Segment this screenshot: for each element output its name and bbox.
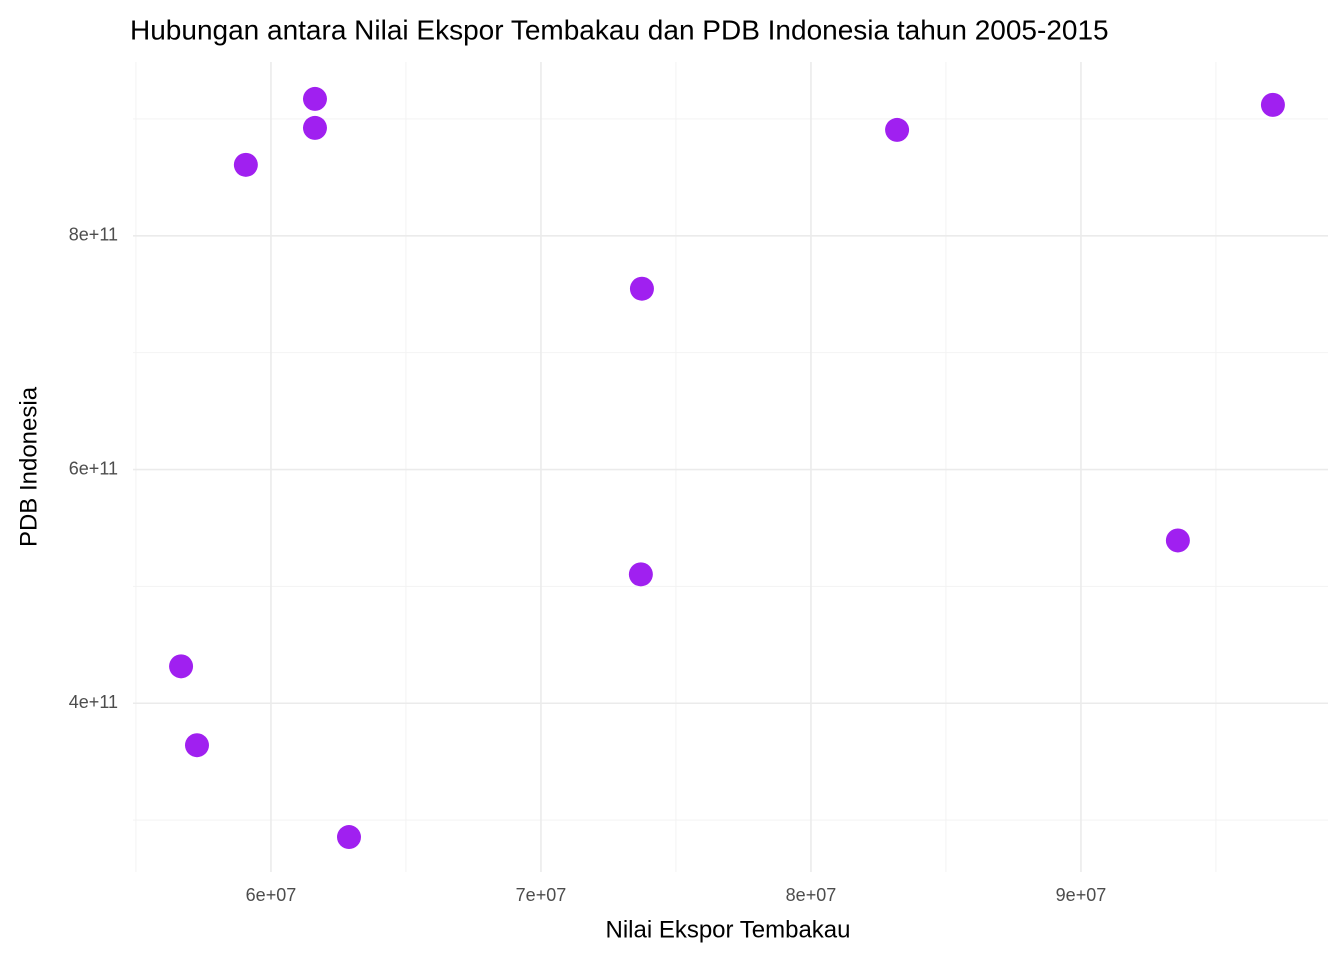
x-tick-label: 7e+07 [516,885,567,905]
y-tick-label: 6e+11 [69,458,118,478]
point [302,86,327,111]
point [169,654,194,679]
y-tick-label: 8e+11 [69,225,118,245]
x-tick-label: 9e+07 [1056,885,1107,905]
x-axis-title: Nilai Ekspor Tembakau [605,916,850,943]
point [628,562,653,587]
point [336,825,361,850]
x-tick-label: 8e+07 [786,885,837,905]
point [233,152,258,177]
x-tick-label: 6e+07 [246,885,297,905]
point [184,733,209,758]
point [629,276,654,301]
point [302,115,327,140]
chart-title: Hubungan antara Nilai Ekspor Tembakau da… [130,14,1109,45]
y-axis-title: PDB Indonesia [15,386,42,547]
point [1260,92,1285,117]
point [1165,528,1190,553]
y-tick-label: 4e+11 [69,692,118,712]
point [885,117,910,142]
